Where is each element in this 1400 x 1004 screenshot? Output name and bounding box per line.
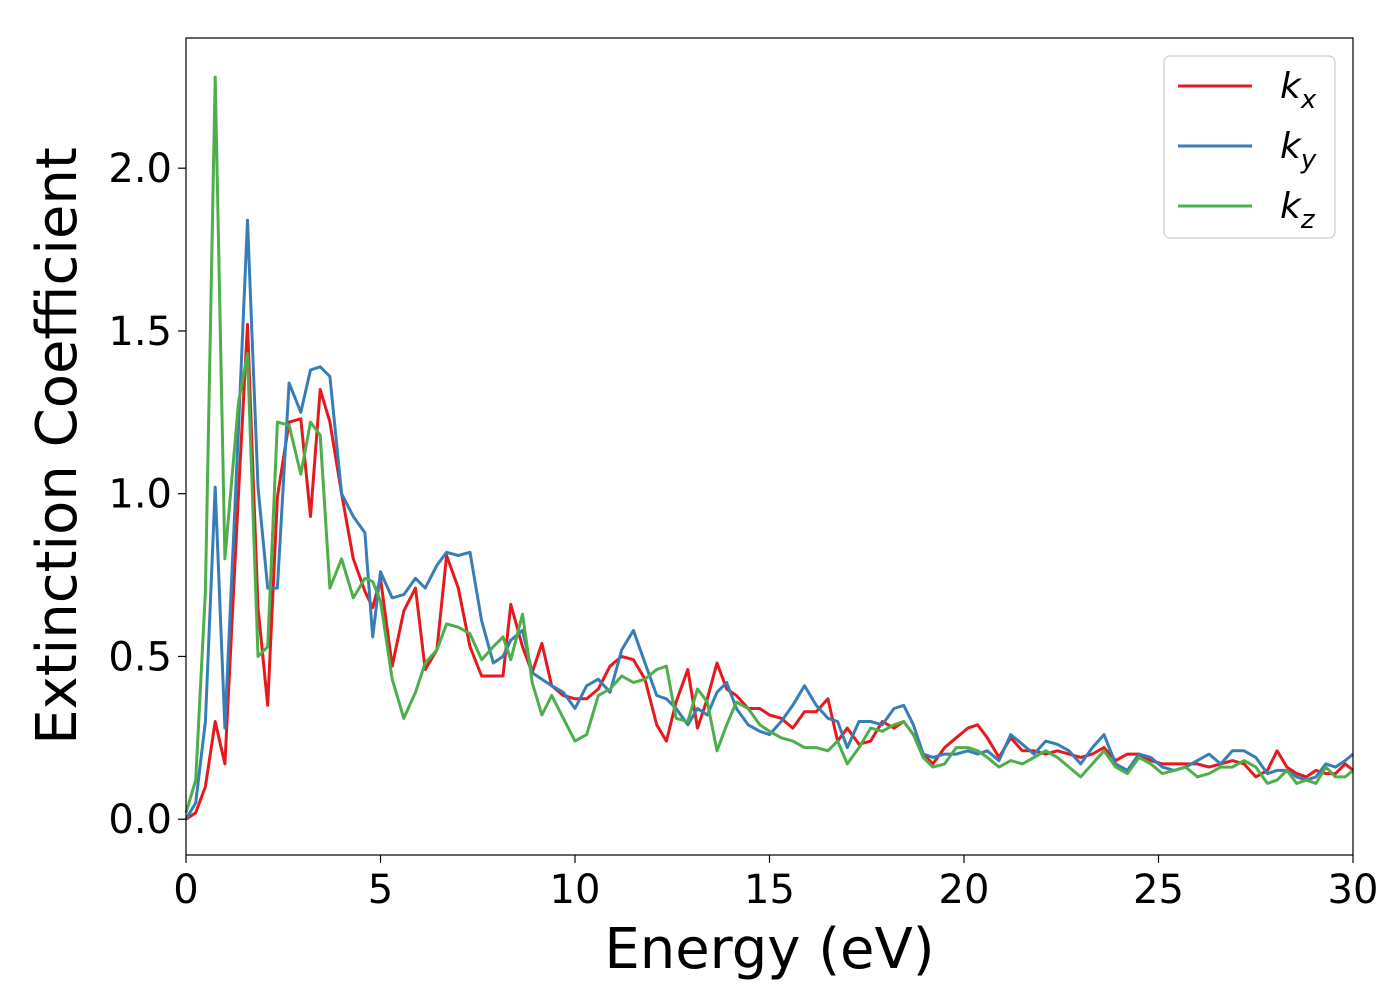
y-tick-label: 1.0 [108, 472, 172, 518]
series-line-y [184, 218, 1354, 820]
legend-label-z: kz [1280, 186, 1316, 235]
legend-entries: kx ky kz [1178, 66, 1317, 235]
series-line-z [184, 75, 1354, 814]
legend-entry-y: ky [1178, 126, 1317, 175]
series-line-x [185, 322, 1354, 821]
x-tick-label: 25 [1133, 867, 1184, 913]
y-tick-label: 0.5 [108, 634, 172, 680]
y-tick-label: 1.5 [108, 309, 172, 355]
x-axis-label: Energy (eV) [604, 917, 934, 982]
legend-label-y: ky [1280, 126, 1317, 175]
legend-entry-x: kx [1178, 66, 1317, 115]
x-tick-label: 0 [173, 867, 198, 913]
x-tick-label: 20 [939, 867, 990, 913]
x-tick-label: 15 [744, 867, 795, 913]
series-layer [184, 75, 1354, 821]
legend: kx ky kz [1163, 55, 1336, 239]
x-tick-label: 10 [550, 867, 601, 913]
x-tick-label: 5 [368, 867, 393, 913]
legend-label-x: kx [1280, 66, 1317, 115]
x-tick-label: 30 [1328, 867, 1379, 913]
x-axis-ticks: 0 5 10 15 20 25 30 [173, 855, 1378, 913]
y-axis-ticks: 0.0 0.5 1.0 1.5 2.0 [108, 146, 186, 843]
legend-entry-z: kz [1178, 186, 1316, 235]
y-tick-label: 2.0 [108, 146, 172, 192]
y-tick-label: 0.0 [108, 797, 172, 843]
y-axis-label: Extinction Coefficient [25, 147, 90, 745]
